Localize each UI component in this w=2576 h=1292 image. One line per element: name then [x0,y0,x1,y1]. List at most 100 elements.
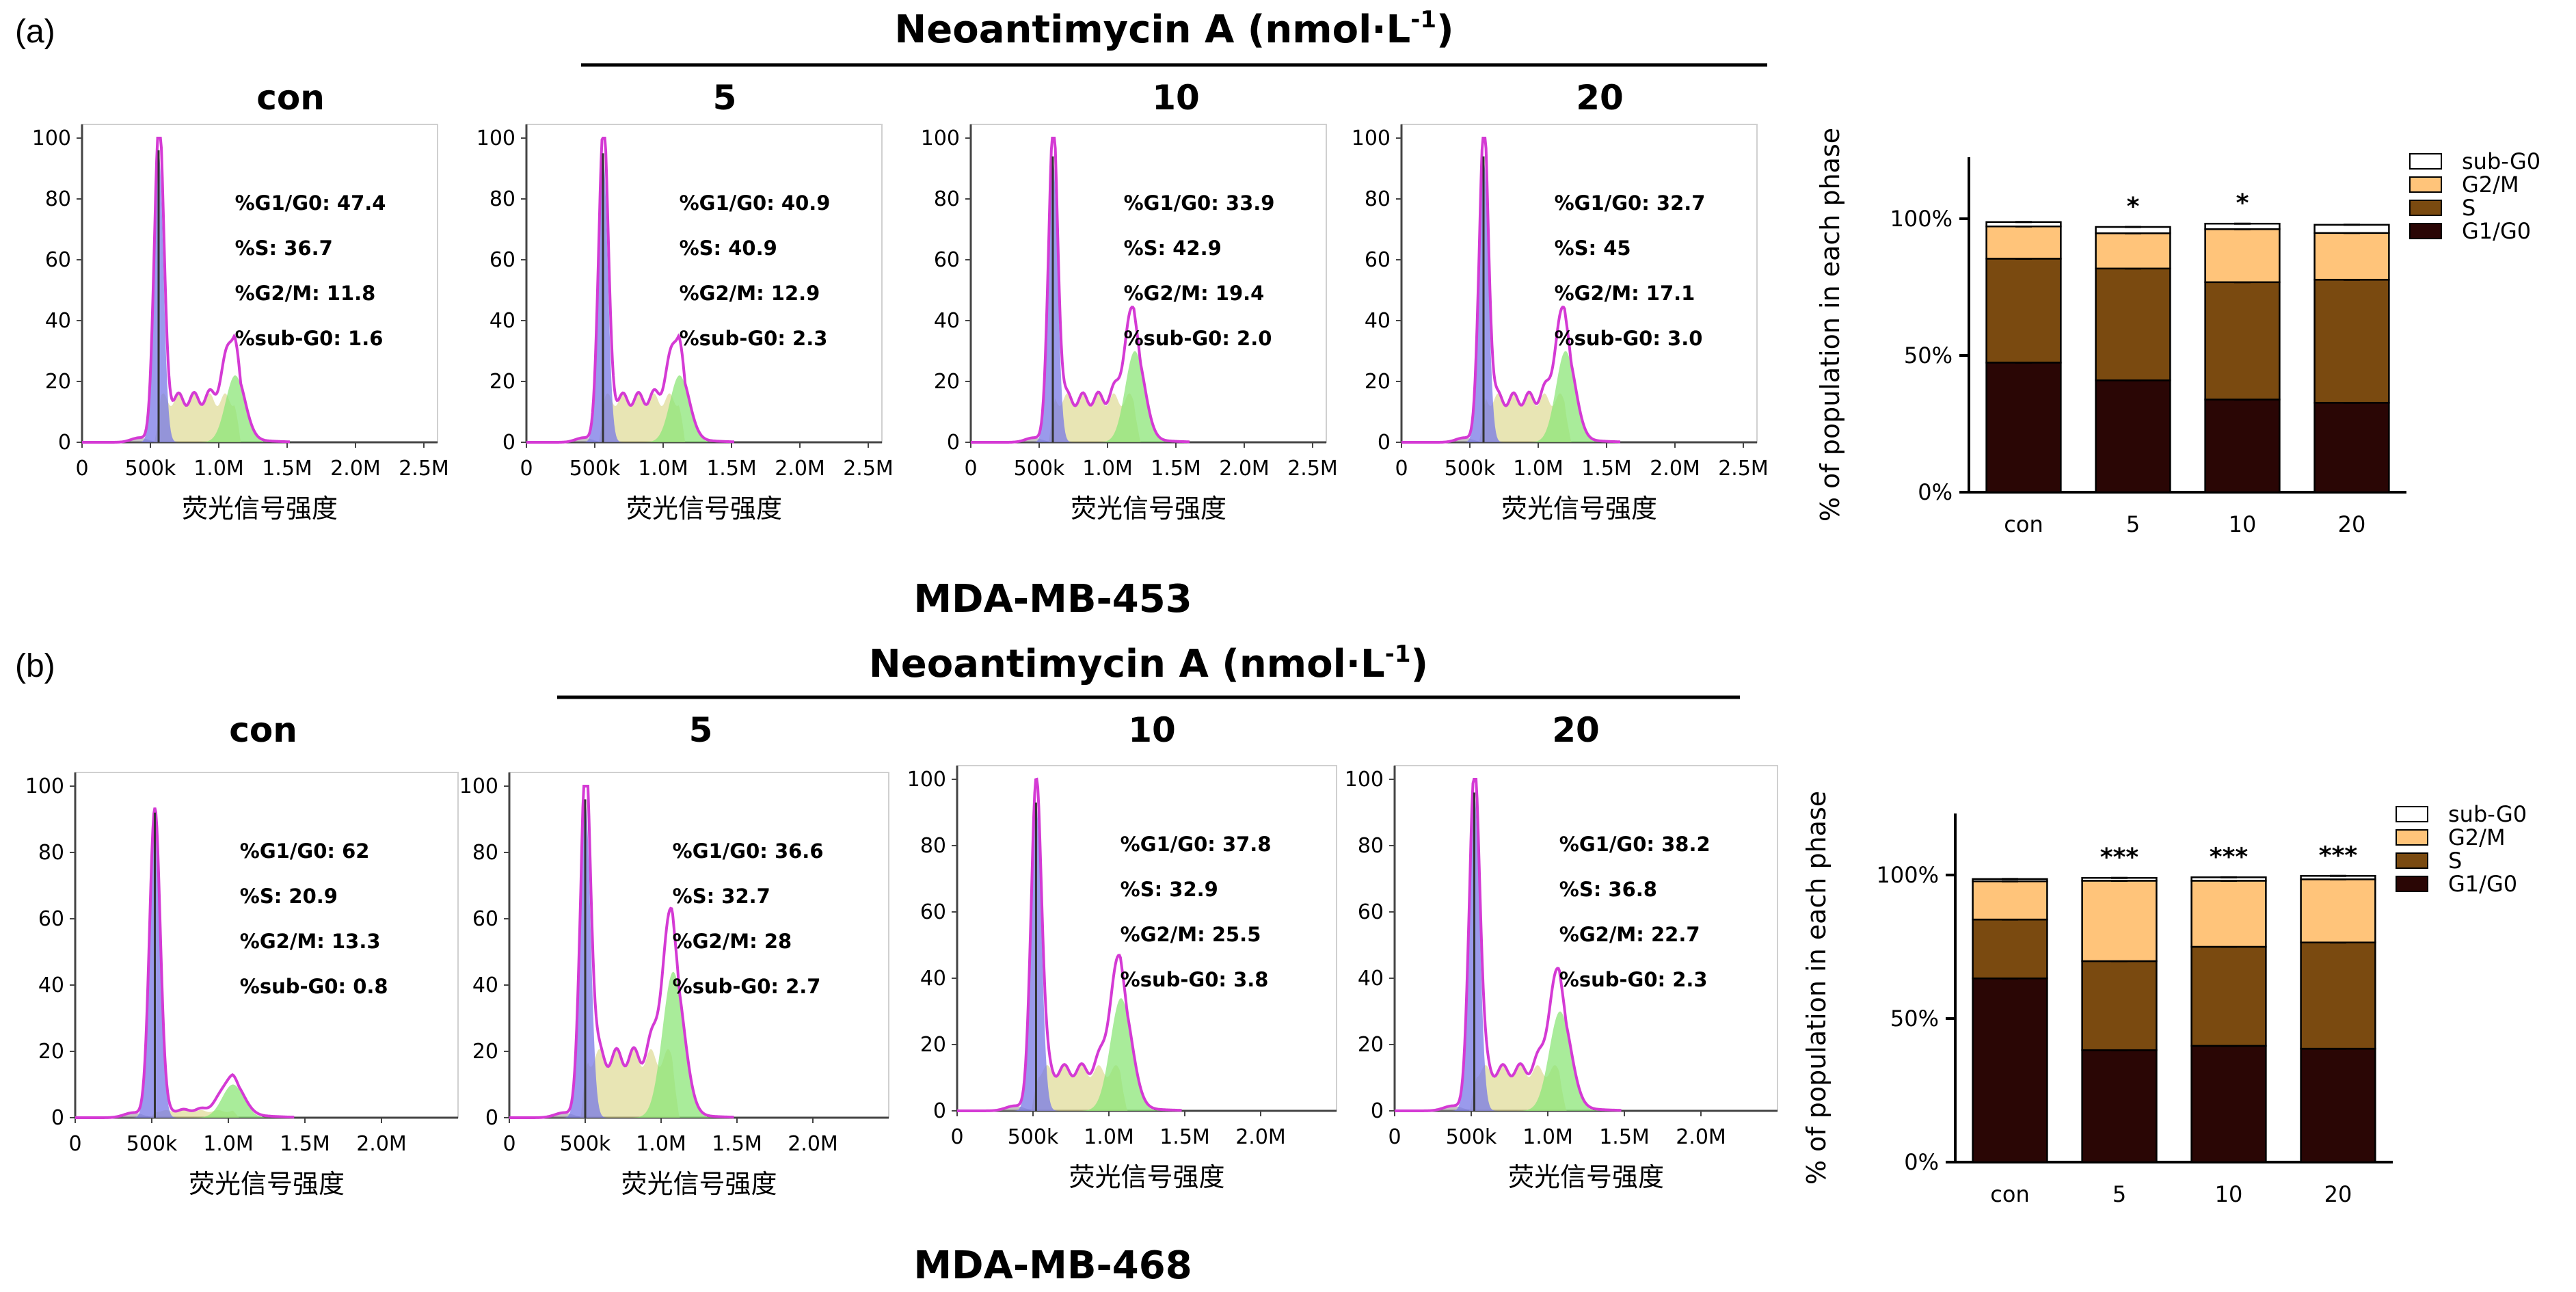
x-tick-label: 0 [964,457,977,481]
y-tick-label: 20 [45,370,71,394]
x-axis-label: 荧光信号强度 [1071,494,1226,524]
legend-label: G2/M [2462,172,2519,198]
treatment-title: Neoantimycin A (nmol·L-1) [869,641,1428,686]
legend-label: G1/G0 [2462,218,2531,244]
x-tick-label: 0 [68,1132,81,1156]
bar-segment-g1-g0 [2313,401,2390,494]
x-tick-label: 1.0M [193,457,244,481]
panel-letter: (a) [15,14,55,50]
x-tick-label: 0 [1395,457,1408,481]
stat-s: %S: 36.7 [235,237,333,260]
stat-s: %S: 36.8 [1559,878,1657,901]
y-tick-label: 60 [472,907,498,931]
stat-g1: %G1/G0: 47.4 [235,191,386,215]
histogram-panel: 0 20 40 60 80 100 0 500k 1.0M 1.5M 2.0M 荧光信号强度 %G1/G… [907,765,1337,1192]
x-tick-label: 1.5M [712,1132,762,1156]
bar-category-label: con [1990,1181,2029,1207]
stat-g2: %G2/M: 22.7 [1559,923,1700,946]
x-tick-label: 500k [1446,1125,1497,1149]
histogram-panel: 0 20 40 60 80 100 0 500k 1.0M 1.5M 2.0M 荧光信号强度 %G1/G… [459,772,889,1199]
bar-category-label: 20 [2338,511,2366,537]
stat-g1: %G1/G0: 37.8 [1121,833,1272,856]
g2m-area [957,998,1182,1111]
stat-g1: %G1/G0: 32.7 [1555,191,1706,215]
g2m-area [82,375,290,442]
total-histogram-line [971,137,1190,444]
y-tick-label: 0 [947,431,960,455]
legend-swatch [2409,200,2442,216]
x-tick-label: 0 [502,1132,515,1156]
s-phase-area [1395,1065,1622,1111]
y-tick-label: 100 [477,126,515,150]
y-tick-label: 0 [502,431,515,455]
x-tick-label: 2.5M [1287,457,1338,481]
y-tick-label: 40 [934,309,960,333]
y-tick-label: 100 [459,775,498,798]
x-tick-label: 1.0M [638,457,688,481]
significance-mark: *** [2210,843,2249,871]
y-tick-label: 20 [489,370,515,394]
sub-g0-area [1401,438,1620,442]
y-tick-label: 40 [472,973,498,997]
x-axis-label: 荧光信号强度 [626,494,782,524]
treatment-title-end: ) [1411,642,1429,686]
bar-segment-g2-m [2204,228,2281,284]
condition-label: 20 [1576,78,1624,118]
bar-y-tick-label: 50% [1904,342,1953,368]
y-tick-label: 20 [1358,1033,1384,1057]
bar-y-tick-label: 0% [1918,479,1953,505]
y-tick-label: 0 [58,431,71,455]
x-tick-label: 0 [1388,1125,1401,1149]
x-tick-label: 500k [126,1132,178,1156]
y-tick-label: 60 [38,907,64,931]
total-histogram-line [957,777,1182,1112]
x-tick-label: 2.5M [843,457,894,481]
legend-label: S [2448,848,2462,874]
stat-s: %S: 32.9 [1121,878,1218,901]
bar-category-label: con [2004,511,2043,537]
sub-g0-area [509,1112,734,1118]
legend-label: G2/M [2448,824,2506,850]
y-tick-label: 80 [45,187,71,211]
histogram-panel: 0 20 40 60 80 100 0 500k 1.0M 1.5M 2.0M 荧光信号强度 %G1/G… [25,772,459,1199]
x-tick-label: 500k [125,457,176,481]
bar-segment-g2-m [1985,225,2062,260]
stat-g2: %G2/M: 19.4 [1124,282,1265,305]
cell-line-label: MDA-MB-468 [913,1243,1192,1288]
stat-subg0: %sub-G0: 2.7 [673,975,821,998]
bar-y-axis-label: % of population in each phase [1815,128,1845,522]
y-tick-label: 40 [489,309,515,333]
y-tick-label: 100 [1352,126,1391,150]
x-tick-label: 500k [1014,457,1065,481]
y-tick-label: 60 [920,900,946,924]
treatment-title: Neoantimycin A (nmol·L-1) [894,6,1453,52]
x-tick-label: 1.0M [1522,1125,1573,1149]
x-tick-label: 2.0M [1676,1125,1726,1149]
panel-letter: (b) [15,648,55,684]
legend-label: G1/G0 [2448,871,2517,897]
treatment-title-sup: -1 [1385,641,1411,668]
y-tick-label: 80 [489,187,515,211]
legend-swatch [2409,223,2442,239]
y-tick-label: 100 [32,126,71,150]
significance-mark: *** [2100,844,2139,872]
legend-swatch [2396,806,2428,822]
stacked-bar-chart: 0% 50% 100% % of population in each phase co… [1815,128,2540,537]
y-tick-label: 0 [485,1106,498,1130]
stat-g1: %G1/G0: 40.9 [680,191,831,215]
legend-swatch [2396,876,2428,892]
bar-segment-g2-m [2190,880,2267,948]
stacked-bar-chart: 0% 50% 100% % of population in each phase co… [1801,791,2527,1207]
condition-label: 5 [713,78,737,118]
treatment-title-main: Neoantimycin A (nmol·L [894,8,1410,52]
x-tick-label: 1.5M [262,457,312,481]
bar-y-tick-label: 100% [1890,206,1953,232]
x-tick-label: 1.0M [636,1132,686,1156]
bar-segment-g1-g0 [1972,977,2048,1163]
x-tick-label: 0 [75,457,88,481]
condition-label: con [229,710,297,750]
stat-s: %S: 20.9 [240,885,338,908]
stat-s: %S: 42.9 [1124,237,1222,260]
x-tick-label: 1.5M [1151,457,1201,481]
